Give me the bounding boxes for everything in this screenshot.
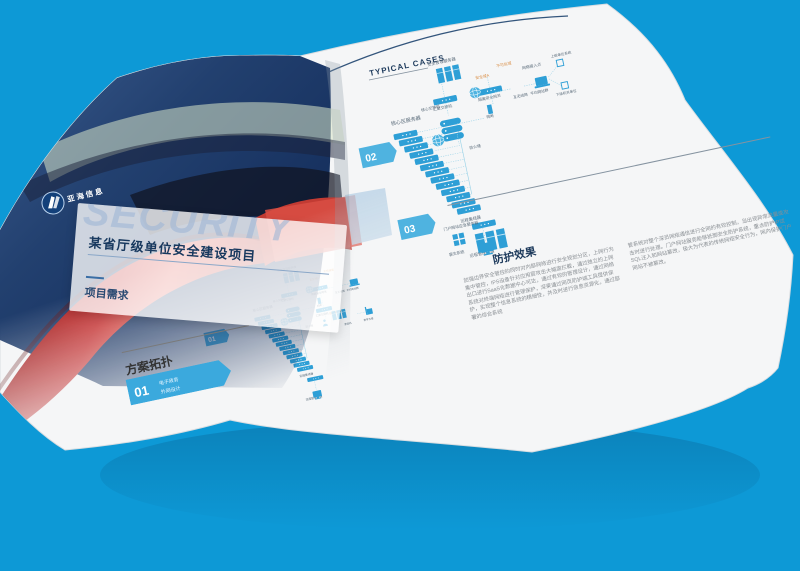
svg-text:01: 01 xyxy=(133,382,150,400)
